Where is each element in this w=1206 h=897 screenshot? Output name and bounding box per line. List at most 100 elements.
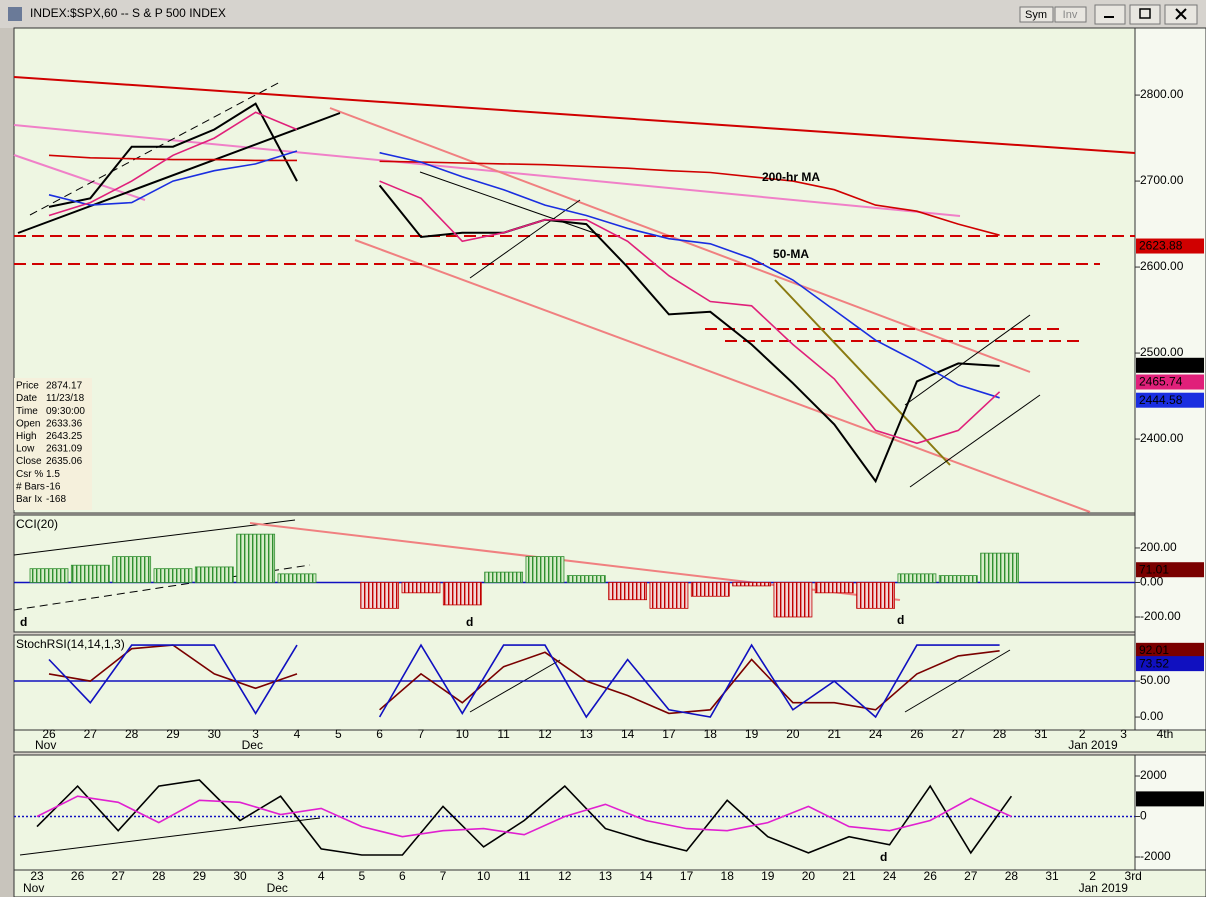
info-label: Close <box>16 456 42 467</box>
x-tick-label: 7 <box>440 869 447 883</box>
x-tick-label: 3 <box>277 869 284 883</box>
x-tick-label: 23 <box>30 869 44 883</box>
x-tick-label: 14 <box>621 727 635 741</box>
info-label: Open <box>16 418 40 429</box>
inv-button[interactable]: Inv <box>1054 6 1087 23</box>
price-panel <box>13 27 1136 514</box>
info-value: 11/23/18 <box>46 393 85 404</box>
x-tick-label: 24 <box>869 727 883 741</box>
x-tick-label: 28 <box>993 727 1007 741</box>
close-button[interactable] <box>1164 4 1198 25</box>
last-value-box <box>1136 374 1204 390</box>
last-value-label: 92.01 <box>1139 643 1169 657</box>
x-tick-label: 26 <box>71 869 85 883</box>
left-strip <box>0 28 14 897</box>
x-tick-label: 3 <box>1120 727 1127 741</box>
x-tick-label: 21 <box>842 869 856 883</box>
x-tick-label: 21 <box>828 727 842 741</box>
bottom-panel <box>13 754 1136 871</box>
cci-bar <box>732 582 772 587</box>
cci-bar <box>29 568 69 583</box>
x-tick-label: 20 <box>802 869 816 883</box>
cci-bar <box>401 582 441 594</box>
x-tick-label: 20 <box>786 727 800 741</box>
cci-bar <box>938 575 978 583</box>
divergence-marker: d <box>20 615 27 629</box>
x-sublabel: Dec <box>242 738 263 752</box>
x-tick-label: 11 <box>518 869 531 883</box>
button-label: Inv <box>1063 9 1078 21</box>
info-value: -168 <box>46 494 66 505</box>
x-tick-label: 2 <box>1089 869 1096 883</box>
cci-bar <box>980 552 1019 583</box>
x-tick-label: 31 <box>1034 727 1048 741</box>
info-label: Bar Ix <box>16 494 42 505</box>
series-line <box>48 111 1001 445</box>
series-line <box>36 779 1013 856</box>
stoch-panel <box>13 634 1136 731</box>
cci-bar <box>194 566 234 583</box>
x-tick-label: 18 <box>704 727 718 741</box>
x-tick-label: 29 <box>166 727 180 741</box>
last-value-label: 71.01 <box>1139 562 1169 576</box>
x-tick-label: 4th <box>1157 727 1174 741</box>
info-value: -16 <box>46 481 61 492</box>
last-value-label: 2623.88 <box>1139 239 1183 253</box>
series-line <box>48 150 1000 399</box>
x-tick-label: 7 <box>418 727 425 741</box>
x-tick-label: 3 <box>252 727 259 741</box>
date-axis <box>13 869 1206 897</box>
cci-bar <box>277 573 317 583</box>
last-value-box <box>1136 656 1204 672</box>
last-value-label: 2444.58 <box>1139 393 1183 407</box>
x-tick-label: 4 <box>294 727 301 741</box>
x-tick-label: 4 <box>318 869 325 883</box>
x-tick-label: 11 <box>497 727 510 741</box>
info-label: Csr % <box>16 469 43 480</box>
minimize-button[interactable] <box>1094 4 1126 25</box>
x-tick-label: 26 <box>42 727 56 741</box>
x-tick-label: 29 <box>193 869 207 883</box>
window-title: INDEX:$SPX,60 -- S & P 500 INDEX <box>30 6 226 20</box>
x-tick-label: 5 <box>358 869 365 883</box>
sym-button[interactable]: Sym <box>1019 6 1054 23</box>
divergence-marker: d <box>466 615 473 629</box>
x-tick-label: 27 <box>84 727 98 741</box>
cci-bar <box>484 571 524 583</box>
maximize-button[interactable] <box>1129 4 1161 25</box>
y-tick-label: 200.00 <box>1140 540 1177 554</box>
x-tick-label: 27 <box>964 869 978 883</box>
x-tick-label: 6 <box>376 727 383 741</box>
info-label: High <box>16 431 37 442</box>
title-bar <box>0 0 1206 28</box>
series-line <box>36 795 1012 838</box>
info-label: Price <box>16 381 39 392</box>
info-value: 2643.25 <box>46 431 83 442</box>
x-tick-label: 30 <box>208 727 222 741</box>
last-value-label: 2465.74 <box>1139 375 1183 389</box>
x-tick-label: 10 <box>477 869 491 883</box>
x-tick-label: 19 <box>761 869 775 883</box>
x-sublabel: Nov <box>35 738 56 752</box>
x-tick-label: 17 <box>680 869 694 883</box>
y-tick-label: 50.00 <box>1140 673 1170 687</box>
info-value: 1.5 <box>46 469 60 480</box>
x-tick-label: 28 <box>125 727 139 741</box>
cci-bar <box>608 582 648 601</box>
cci-bar <box>856 582 895 609</box>
last-value-label: 845 <box>1139 792 1159 806</box>
y-tick-label: 2800.00 <box>1140 87 1184 101</box>
x-tick-label: 30 <box>233 869 247 883</box>
info-label: Date <box>16 393 38 404</box>
right-axis <box>1134 754 1206 871</box>
cci-bar <box>525 556 565 583</box>
x-tick-label: 26 <box>910 727 924 741</box>
x-tick-label: 6 <box>399 869 406 883</box>
series-annotation: 50-MA <box>773 247 809 261</box>
cci-bar <box>690 582 730 597</box>
y-tick-label: -200.00 <box>1140 609 1181 623</box>
last-value-label: 2485.19 <box>1139 358 1183 372</box>
last-value-box <box>1136 392 1204 408</box>
